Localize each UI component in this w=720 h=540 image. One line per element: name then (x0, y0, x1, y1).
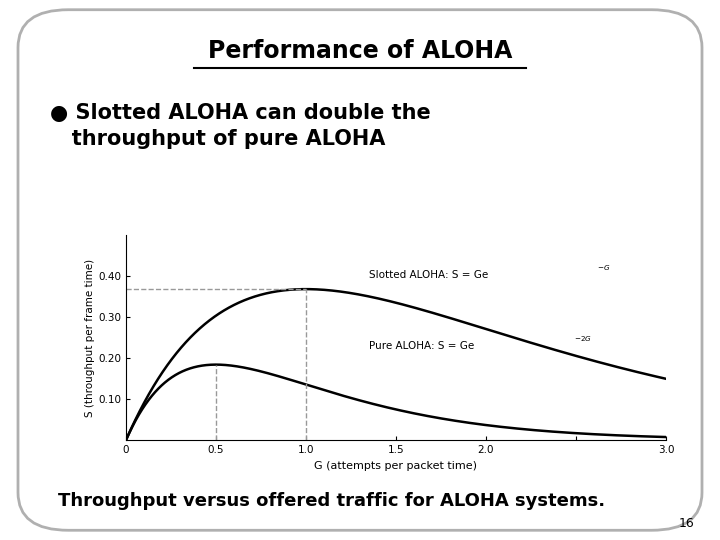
Text: Slotted ALOHA: S = Ge: Slotted ALOHA: S = Ge (369, 270, 488, 280)
Text: Pure ALOHA: S = Ge: Pure ALOHA: S = Ge (369, 341, 474, 350)
X-axis label: G (attempts per packet time): G (attempts per packet time) (315, 461, 477, 470)
Y-axis label: S (throughput per frame time): S (throughput per frame time) (86, 259, 95, 416)
FancyBboxPatch shape (18, 10, 702, 530)
Text: ● Slotted ALOHA can double the: ● Slotted ALOHA can double the (50, 103, 431, 123)
Text: $^{-G}$: $^{-G}$ (597, 265, 610, 275)
Text: 16: 16 (679, 517, 695, 530)
Text: Performance of ALOHA: Performance of ALOHA (208, 39, 512, 63)
Text: $^{-2G}$: $^{-2G}$ (575, 336, 593, 346)
Text: Throughput versus offered traffic for ALOHA systems.: Throughput versus offered traffic for AL… (58, 492, 605, 510)
Text: throughput of pure ALOHA: throughput of pure ALOHA (50, 129, 386, 148)
